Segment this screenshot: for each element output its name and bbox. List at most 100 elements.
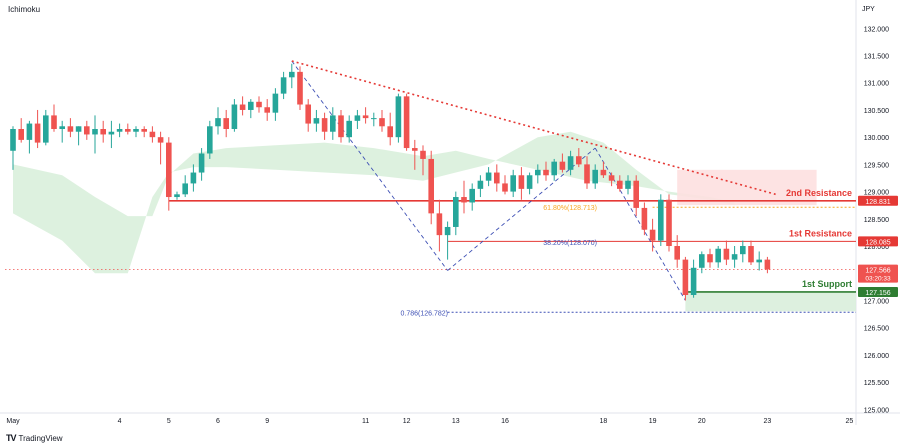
candle (280, 77, 287, 94)
candle (10, 129, 16, 151)
candle (731, 254, 738, 260)
price-tick: 132.000 (864, 26, 889, 33)
current-price-value: 127.566 (865, 268, 890, 275)
current-price-box (858, 264, 898, 283)
time-tick: 12 (403, 418, 411, 425)
candle (551, 161, 557, 176)
candle (592, 169, 598, 184)
time-tick: 20 (698, 418, 706, 425)
candle (420, 150, 426, 159)
candle (272, 93, 279, 113)
ichimoku-cloud-future (677, 169, 817, 206)
candle (485, 172, 492, 181)
price-tick: 125.000 (864, 407, 889, 414)
candle (649, 229, 656, 241)
time-tick: 16 (501, 418, 509, 425)
candle (362, 115, 369, 119)
zigzag-segment (594, 147, 686, 301)
time-tick: 23 (764, 418, 772, 425)
candle (453, 197, 459, 227)
price-tick: 131.500 (864, 54, 889, 61)
time-tick: 4 (118, 418, 122, 425)
candle (625, 180, 631, 189)
candle (75, 126, 82, 132)
candle (502, 183, 508, 192)
price-tick: 125.500 (864, 380, 889, 387)
candle (18, 129, 24, 140)
time-tick: 18 (600, 418, 608, 425)
candle (461, 197, 467, 203)
candle (666, 199, 672, 247)
candle (600, 169, 607, 176)
currency-label: JPY (862, 6, 875, 13)
time-tick: 11 (362, 418, 369, 425)
time-tick: 19 (649, 418, 657, 425)
price-tick: 127.000 (864, 298, 889, 305)
candle (116, 129, 123, 132)
candle (567, 156, 574, 170)
candle (469, 188, 475, 203)
support-1-label: 1st Support (802, 279, 852, 289)
candle (354, 115, 361, 121)
zigzag-segment (291, 60, 448, 271)
candle (526, 175, 533, 189)
candle (403, 96, 410, 149)
candle (125, 129, 131, 132)
candle (215, 118, 221, 127)
indicator-label[interactable]: Ichimoku (8, 5, 41, 14)
tradingview-logo[interactable]: TV TradingView (6, 433, 63, 443)
candle (313, 118, 320, 124)
candle (756, 259, 762, 263)
candle (231, 104, 238, 130)
candle (699, 254, 705, 268)
candle (338, 115, 344, 138)
price-tick: 129.500 (864, 162, 889, 169)
candle (133, 129, 139, 132)
resistance-1-label: 1st Resistance (789, 228, 852, 238)
fib-382-label: 38.20%(128.070) (543, 240, 597, 247)
candle (223, 118, 229, 130)
resistance-2-price-value: 128.831 (865, 199, 890, 206)
candle (748, 246, 754, 263)
candle (346, 120, 352, 138)
candle (444, 226, 451, 236)
time-tick: 13 (452, 418, 460, 425)
candle (198, 153, 205, 173)
fib-618-label: 61.80%(128.713) (543, 205, 597, 212)
candle (59, 126, 65, 130)
candle (67, 126, 74, 132)
candle (584, 164, 590, 184)
candle (617, 180, 623, 189)
candle (543, 169, 549, 176)
candle (108, 131, 115, 135)
candle (477, 180, 484, 189)
candle (707, 254, 713, 263)
candle (264, 107, 270, 113)
candle (330, 115, 336, 132)
candle (379, 118, 385, 127)
resistance-2-price-box (858, 195, 898, 206)
resistance-2-label: 2nd Resistance (786, 188, 852, 198)
time-tick: 9 (265, 418, 269, 425)
candle (494, 172, 500, 184)
resistance-1-price-box (858, 236, 898, 247)
candle (428, 158, 434, 214)
candle (412, 148, 418, 151)
candle (256, 101, 262, 108)
candle (207, 126, 213, 154)
candle (387, 126, 393, 138)
time-tick: 6 (216, 418, 220, 425)
candle (682, 259, 689, 295)
resistance-1-price-value: 128.085 (865, 239, 890, 246)
candle (764, 259, 771, 270)
candle (518, 175, 525, 189)
price-tick: 128.500 (864, 217, 889, 224)
time-tick: 25 (846, 418, 854, 425)
candle (723, 248, 730, 260)
candle (321, 118, 328, 132)
candle (51, 115, 57, 130)
candle (166, 142, 172, 198)
candle (289, 71, 295, 78)
candle (674, 246, 680, 260)
